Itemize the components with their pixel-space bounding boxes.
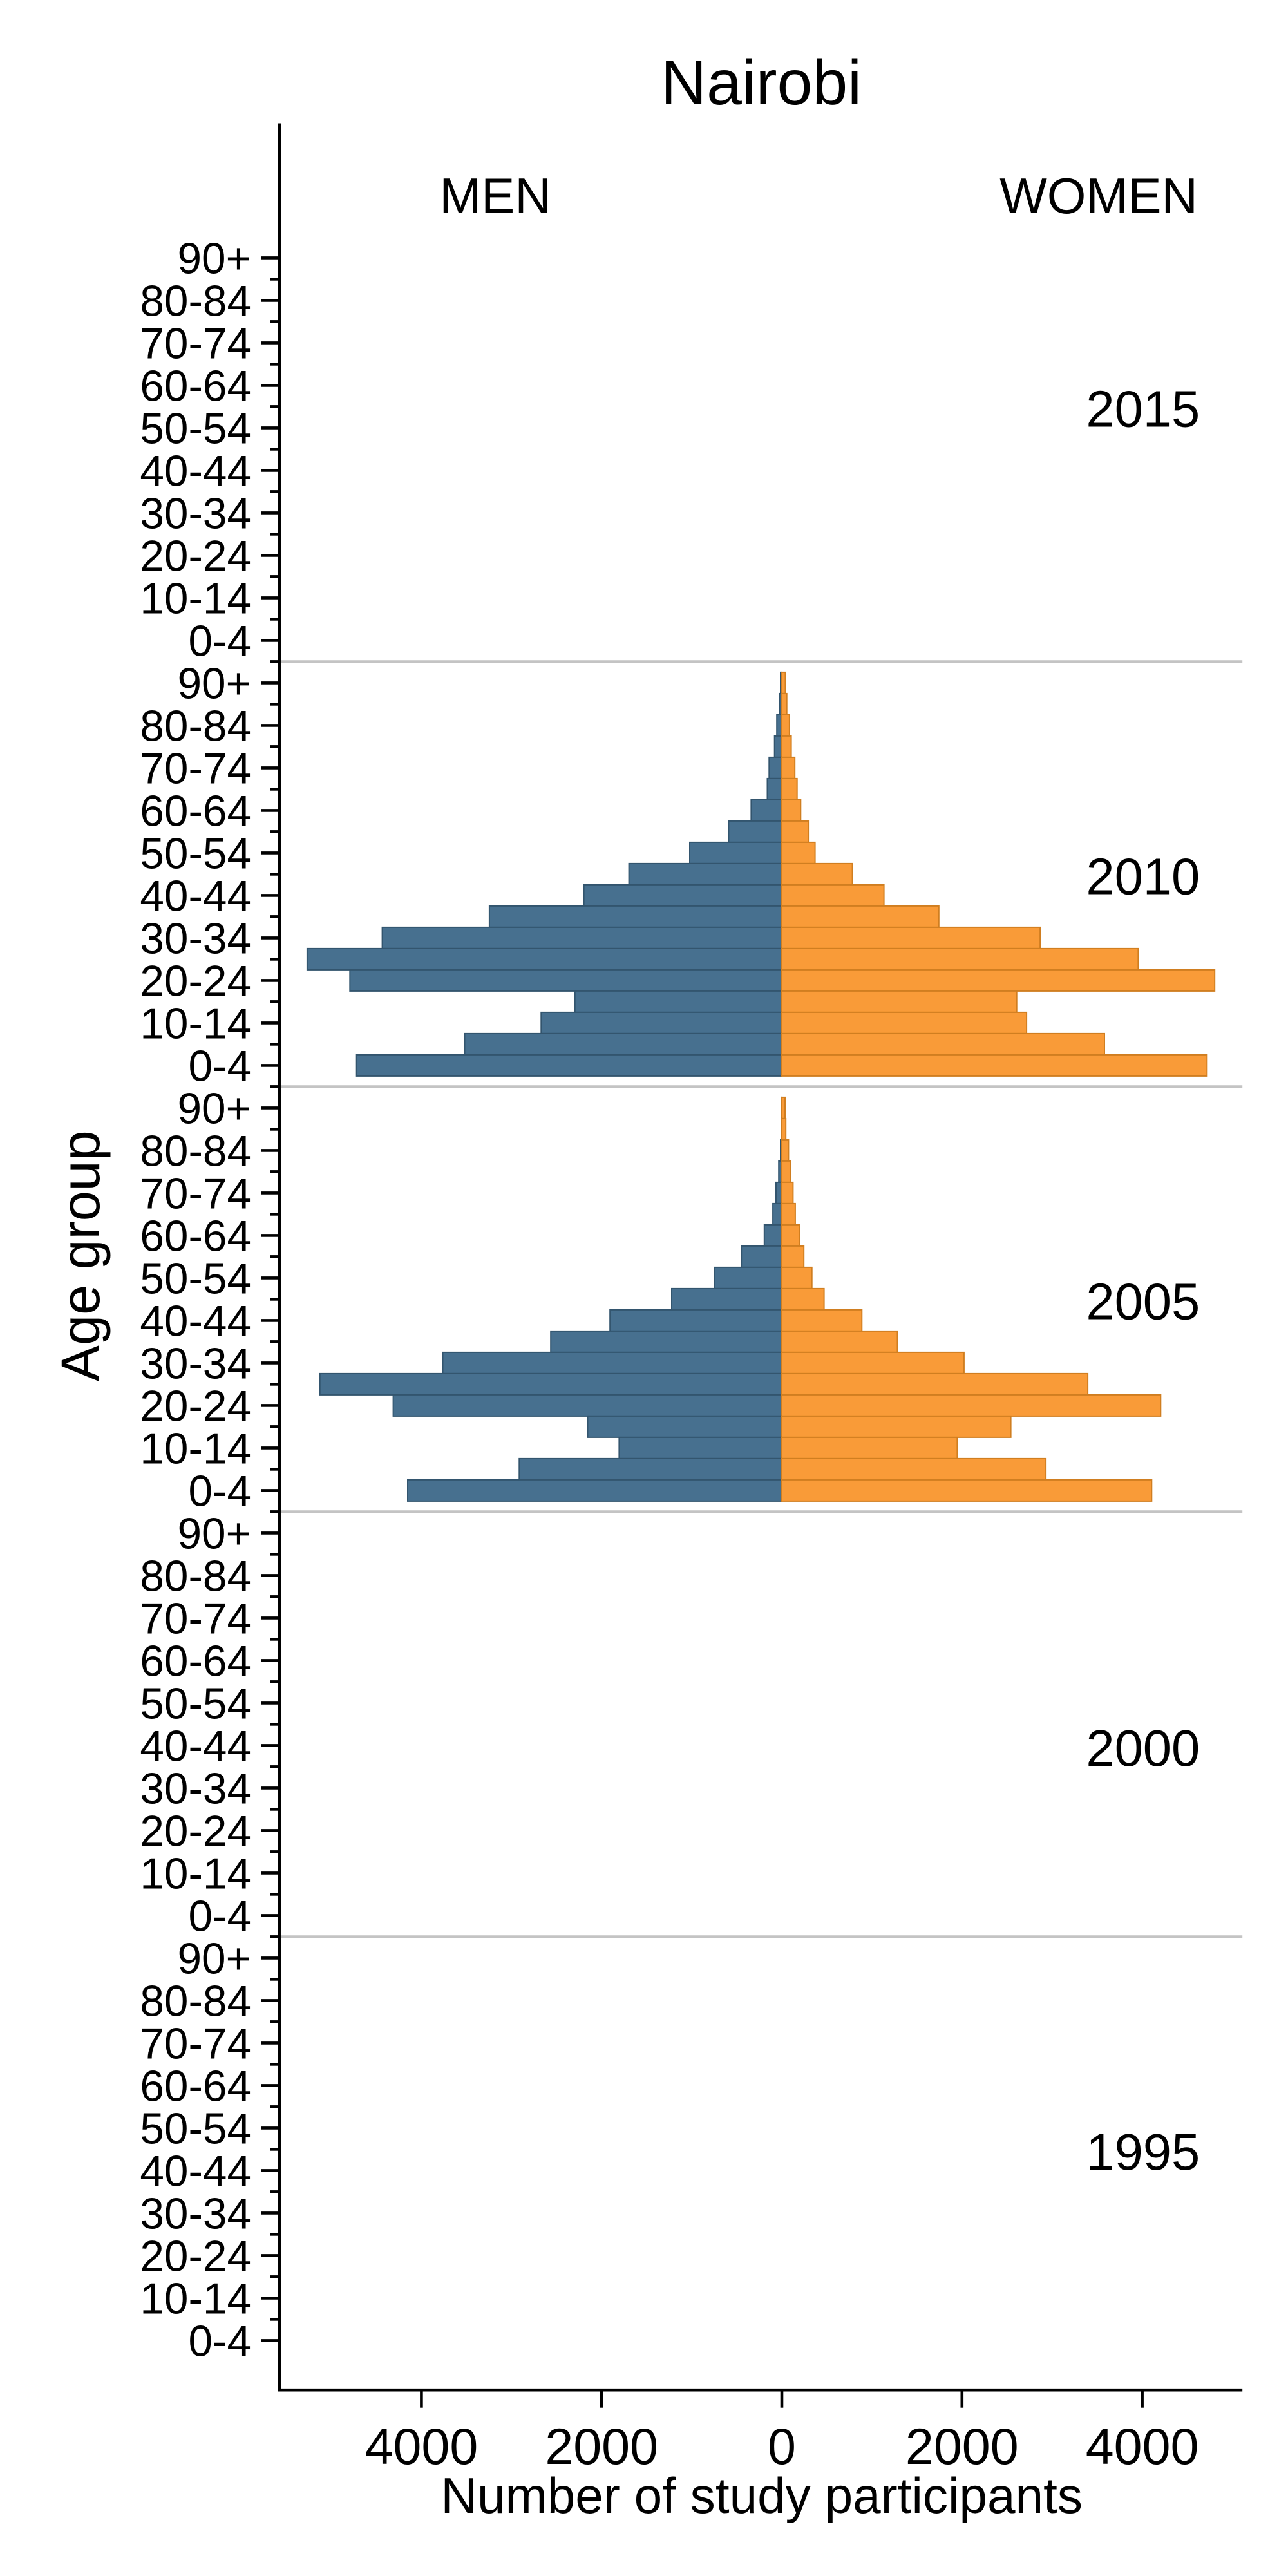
svg-text:4000: 4000 xyxy=(365,2418,478,2475)
svg-text:0-4: 0-4 xyxy=(188,1467,251,1515)
svg-text:2000: 2000 xyxy=(545,2418,658,2475)
svg-text:10-14: 10-14 xyxy=(140,2275,251,2323)
svg-text:80-84: 80-84 xyxy=(140,1552,251,1600)
svg-text:Nairobi: Nairobi xyxy=(661,47,862,118)
svg-text:90+: 90+ xyxy=(178,659,252,708)
svg-text:MEN: MEN xyxy=(439,167,551,224)
svg-text:40-44: 40-44 xyxy=(140,1722,251,1770)
svg-text:40-44: 40-44 xyxy=(140,2147,251,2195)
svg-text:70-74: 70-74 xyxy=(140,319,251,368)
svg-text:90+: 90+ xyxy=(178,1935,252,1983)
svg-text:2010: 2010 xyxy=(1086,848,1200,905)
svg-text:10-14: 10-14 xyxy=(140,574,251,623)
svg-text:2000: 2000 xyxy=(1086,1719,1200,1777)
svg-text:60-64: 60-64 xyxy=(140,787,251,835)
svg-text:0-4: 0-4 xyxy=(188,617,251,665)
svg-text:40-44: 40-44 xyxy=(140,872,251,920)
svg-text:60-64: 60-64 xyxy=(140,1212,251,1260)
svg-text:50-54: 50-54 xyxy=(140,829,251,878)
svg-text:80-84: 80-84 xyxy=(140,277,251,325)
svg-text:90+: 90+ xyxy=(178,1084,252,1133)
svg-text:10-14: 10-14 xyxy=(140,1850,251,1898)
svg-text:70-74: 70-74 xyxy=(140,744,251,793)
svg-text:60-64: 60-64 xyxy=(140,362,251,410)
svg-text:90+: 90+ xyxy=(178,234,252,283)
svg-text:90+: 90+ xyxy=(178,1510,252,1558)
svg-text:0-4: 0-4 xyxy=(188,1892,251,1940)
svg-text:4000: 4000 xyxy=(1086,2418,1199,2475)
svg-text:80-84: 80-84 xyxy=(140,702,251,750)
svg-text:1995: 1995 xyxy=(1086,2123,1200,2181)
svg-text:80-84: 80-84 xyxy=(140,1977,251,2025)
svg-text:20-24: 20-24 xyxy=(140,532,251,580)
svg-text:50-54: 50-54 xyxy=(140,2105,251,2153)
svg-text:0-4: 0-4 xyxy=(188,2317,251,2365)
svg-text:Age group: Age group xyxy=(50,1130,111,1381)
svg-text:0: 0 xyxy=(768,2418,796,2475)
svg-text:70-74: 70-74 xyxy=(140,1170,251,1218)
svg-text:50-54: 50-54 xyxy=(140,1680,251,1728)
svg-text:10-14: 10-14 xyxy=(140,999,251,1048)
svg-text:30-34: 30-34 xyxy=(140,2190,251,2238)
svg-text:20-24: 20-24 xyxy=(140,1807,251,1855)
svg-text:30-34: 30-34 xyxy=(140,1340,251,1388)
svg-text:2005: 2005 xyxy=(1086,1273,1200,1331)
svg-text:20-24: 20-24 xyxy=(140,2232,251,2280)
svg-text:30-34: 30-34 xyxy=(140,914,251,963)
svg-text:20-24: 20-24 xyxy=(140,1382,251,1430)
svg-text:50-54: 50-54 xyxy=(140,1255,251,1303)
svg-text:70-74: 70-74 xyxy=(140,2020,251,2068)
svg-text:WOMEN: WOMEN xyxy=(999,167,1198,224)
svg-text:30-34: 30-34 xyxy=(140,1765,251,1813)
svg-text:2000: 2000 xyxy=(905,2418,1019,2475)
svg-text:50-54: 50-54 xyxy=(140,404,251,453)
svg-text:30-34: 30-34 xyxy=(140,489,251,538)
svg-text:0-4: 0-4 xyxy=(188,1042,251,1090)
svg-text:40-44: 40-44 xyxy=(140,1297,251,1345)
svg-text:2015: 2015 xyxy=(1086,381,1200,438)
svg-text:80-84: 80-84 xyxy=(140,1127,251,1175)
svg-text:10-14: 10-14 xyxy=(140,1425,251,1473)
svg-text:Number of study participants: Number of study participants xyxy=(440,2467,1083,2524)
svg-text:70-74: 70-74 xyxy=(140,1595,251,1643)
svg-text:20-24: 20-24 xyxy=(140,957,251,1005)
svg-text:60-64: 60-64 xyxy=(140,2062,251,2110)
svg-text:40-44: 40-44 xyxy=(140,447,251,495)
svg-text:60-64: 60-64 xyxy=(140,1637,251,1685)
